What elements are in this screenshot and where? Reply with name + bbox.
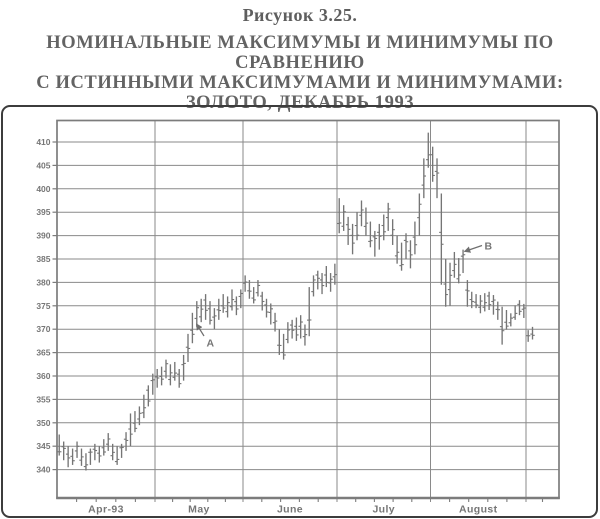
y-tick-label: 370 <box>36 324 50 334</box>
y-tick-label: 380 <box>36 277 50 287</box>
y-tick-label: 400 <box>36 184 50 194</box>
annotation-arrow <box>195 323 205 337</box>
x-month-label: July <box>372 504 395 516</box>
x-month-label: August <box>459 504 498 516</box>
y-tick-label: 405 <box>36 160 50 170</box>
annotation-arrow <box>463 244 483 253</box>
y-tick-label: 375 <box>36 301 50 311</box>
title-line-3: ЗОЛОТО, ДЕКАБРЬ 1993 <box>185 93 415 113</box>
chart-panel <box>1 105 598 518</box>
y-tick-label: 365 <box>36 348 50 358</box>
x-month-label: May <box>188 504 210 516</box>
y-tick-label: 345 <box>36 441 50 451</box>
x-month-label: June <box>277 504 303 516</box>
y-tick-label: 390 <box>36 231 50 241</box>
x-month-label: Apr-93 <box>88 504 124 516</box>
y-tick-label: 395 <box>36 207 50 217</box>
y-tick-label: 410 <box>36 137 50 147</box>
chart-frame <box>56 119 560 499</box>
y-tick-label: 385 <box>36 254 50 264</box>
annotation-label: B <box>485 241 493 253</box>
title-line-2: С ИСТИННЫМИ МАКСИМУМАМИ И МИНИМУМАМИ: <box>36 73 564 93</box>
y-tick-label: 355 <box>36 394 50 404</box>
y-tick-label: 340 <box>36 465 50 475</box>
y-tick-label: 360 <box>36 371 50 381</box>
annotation-label: A <box>207 338 215 350</box>
figure-title: НОМИНАЛЬНЫЕ МАКСИМУМЫ И МИНИМУМЫ ПО СРАВ… <box>0 33 600 113</box>
title-line-1: НОМИНАЛЬНЫЕ МАКСИМУМЫ И МИНИМУМЫ ПО СРАВ… <box>46 33 554 73</box>
figure-caption: Рисунок 3.25. <box>242 5 358 25</box>
y-tick-label: 350 <box>36 418 50 428</box>
